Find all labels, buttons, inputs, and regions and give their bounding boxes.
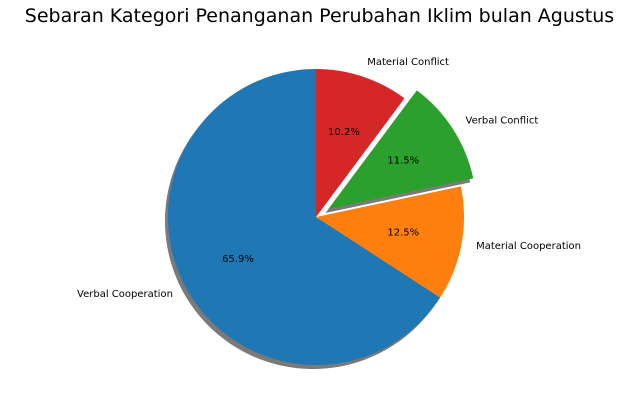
pct-label-material-cooperation: 12.5%	[387, 228, 419, 239]
slice-material-cooperation	[316, 186, 464, 298]
slice-label-material-cooperation: Material Cooperation	[476, 241, 581, 252]
pie-labels: 65.9% Verbal Cooperation 12.5% Material Coo…	[77, 57, 581, 300]
slice-verbal-conflict	[328, 90, 474, 210]
slice-label-verbal-cooperation: Verbal Cooperation	[77, 289, 173, 300]
pct-label-verbal-conflict: 11.5%	[387, 156, 419, 167]
pct-label-verbal-cooperation: 65.9%	[222, 254, 254, 265]
pct-label-material-conflict: 10.2%	[328, 127, 360, 138]
slice-label-material-conflict: Material Conflict	[367, 57, 449, 68]
chart-title: Sebaran Kategori Penanganan Perubahan Ik…	[24, 5, 615, 27]
slice-label-verbal-conflict: Verbal Conflict	[466, 116, 539, 127]
pie-slices	[168, 69, 474, 365]
slice-verbal-cooperation	[168, 69, 441, 365]
slice-material-conflict	[316, 69, 405, 217]
